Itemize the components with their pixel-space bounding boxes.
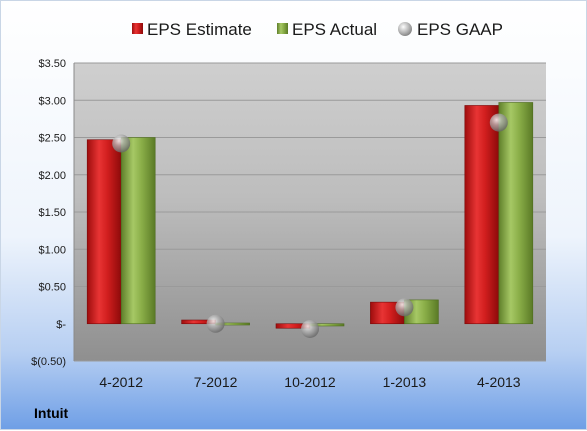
- x-category-label: 10-2012: [284, 374, 336, 390]
- bars: [86, 102, 534, 329]
- y-tick-label: $(0.50): [31, 356, 66, 368]
- y-tick-label: $2.00: [38, 170, 66, 182]
- x-category-label: 7-2012: [194, 374, 238, 390]
- y-tick-label: $3.00: [38, 95, 66, 107]
- x-category-label: 4-2013: [477, 374, 521, 390]
- y-tick-label: $-: [56, 319, 66, 331]
- gray-sphere-icon: [398, 22, 412, 36]
- y-tick-label: $1.00: [38, 244, 66, 256]
- legend-label-gaap: EPS GAAP: [417, 20, 503, 39]
- gaap-marker: [301, 319, 319, 338]
- actual-bar: [120, 137, 156, 325]
- y-axis-ticks: $3.50 $3.00 $2.50 $2.00 $1.50 $1.00 $0.50 $- $(0…: [31, 58, 66, 368]
- gaap-markers: [112, 113, 508, 338]
- actual-bar: [498, 102, 534, 325]
- y-tick-label: $0.50: [38, 282, 66, 294]
- green-box-icon: [277, 23, 288, 34]
- y-tick-label: $2.50: [38, 133, 66, 145]
- gaap-marker: [206, 314, 225, 333]
- red-box-icon: [132, 23, 143, 34]
- estimate-bar: [86, 139, 122, 325]
- legend-label-estimate: EPS Estimate: [147, 20, 252, 39]
- gaap-marker: [489, 113, 508, 132]
- gaap-marker: [112, 134, 131, 153]
- x-axis-labels: 4-2012 7-2012 10-2012 1-2013 4-2013: [99, 374, 520, 390]
- gaap-marker: [395, 298, 414, 317]
- x-category-label: 4-2012: [99, 374, 143, 390]
- x-category-label: 1-2013: [383, 374, 427, 390]
- estimate-bar: [464, 105, 500, 325]
- y-tick-label: $1.50: [38, 207, 66, 219]
- y-tick-label: $3.50: [38, 58, 66, 70]
- legend-label-actual: EPS Actual: [292, 20, 377, 39]
- legend: EPS Estimate EPS Actual EPS GAAP: [132, 20, 503, 39]
- company-label: Intuit: [34, 405, 69, 421]
